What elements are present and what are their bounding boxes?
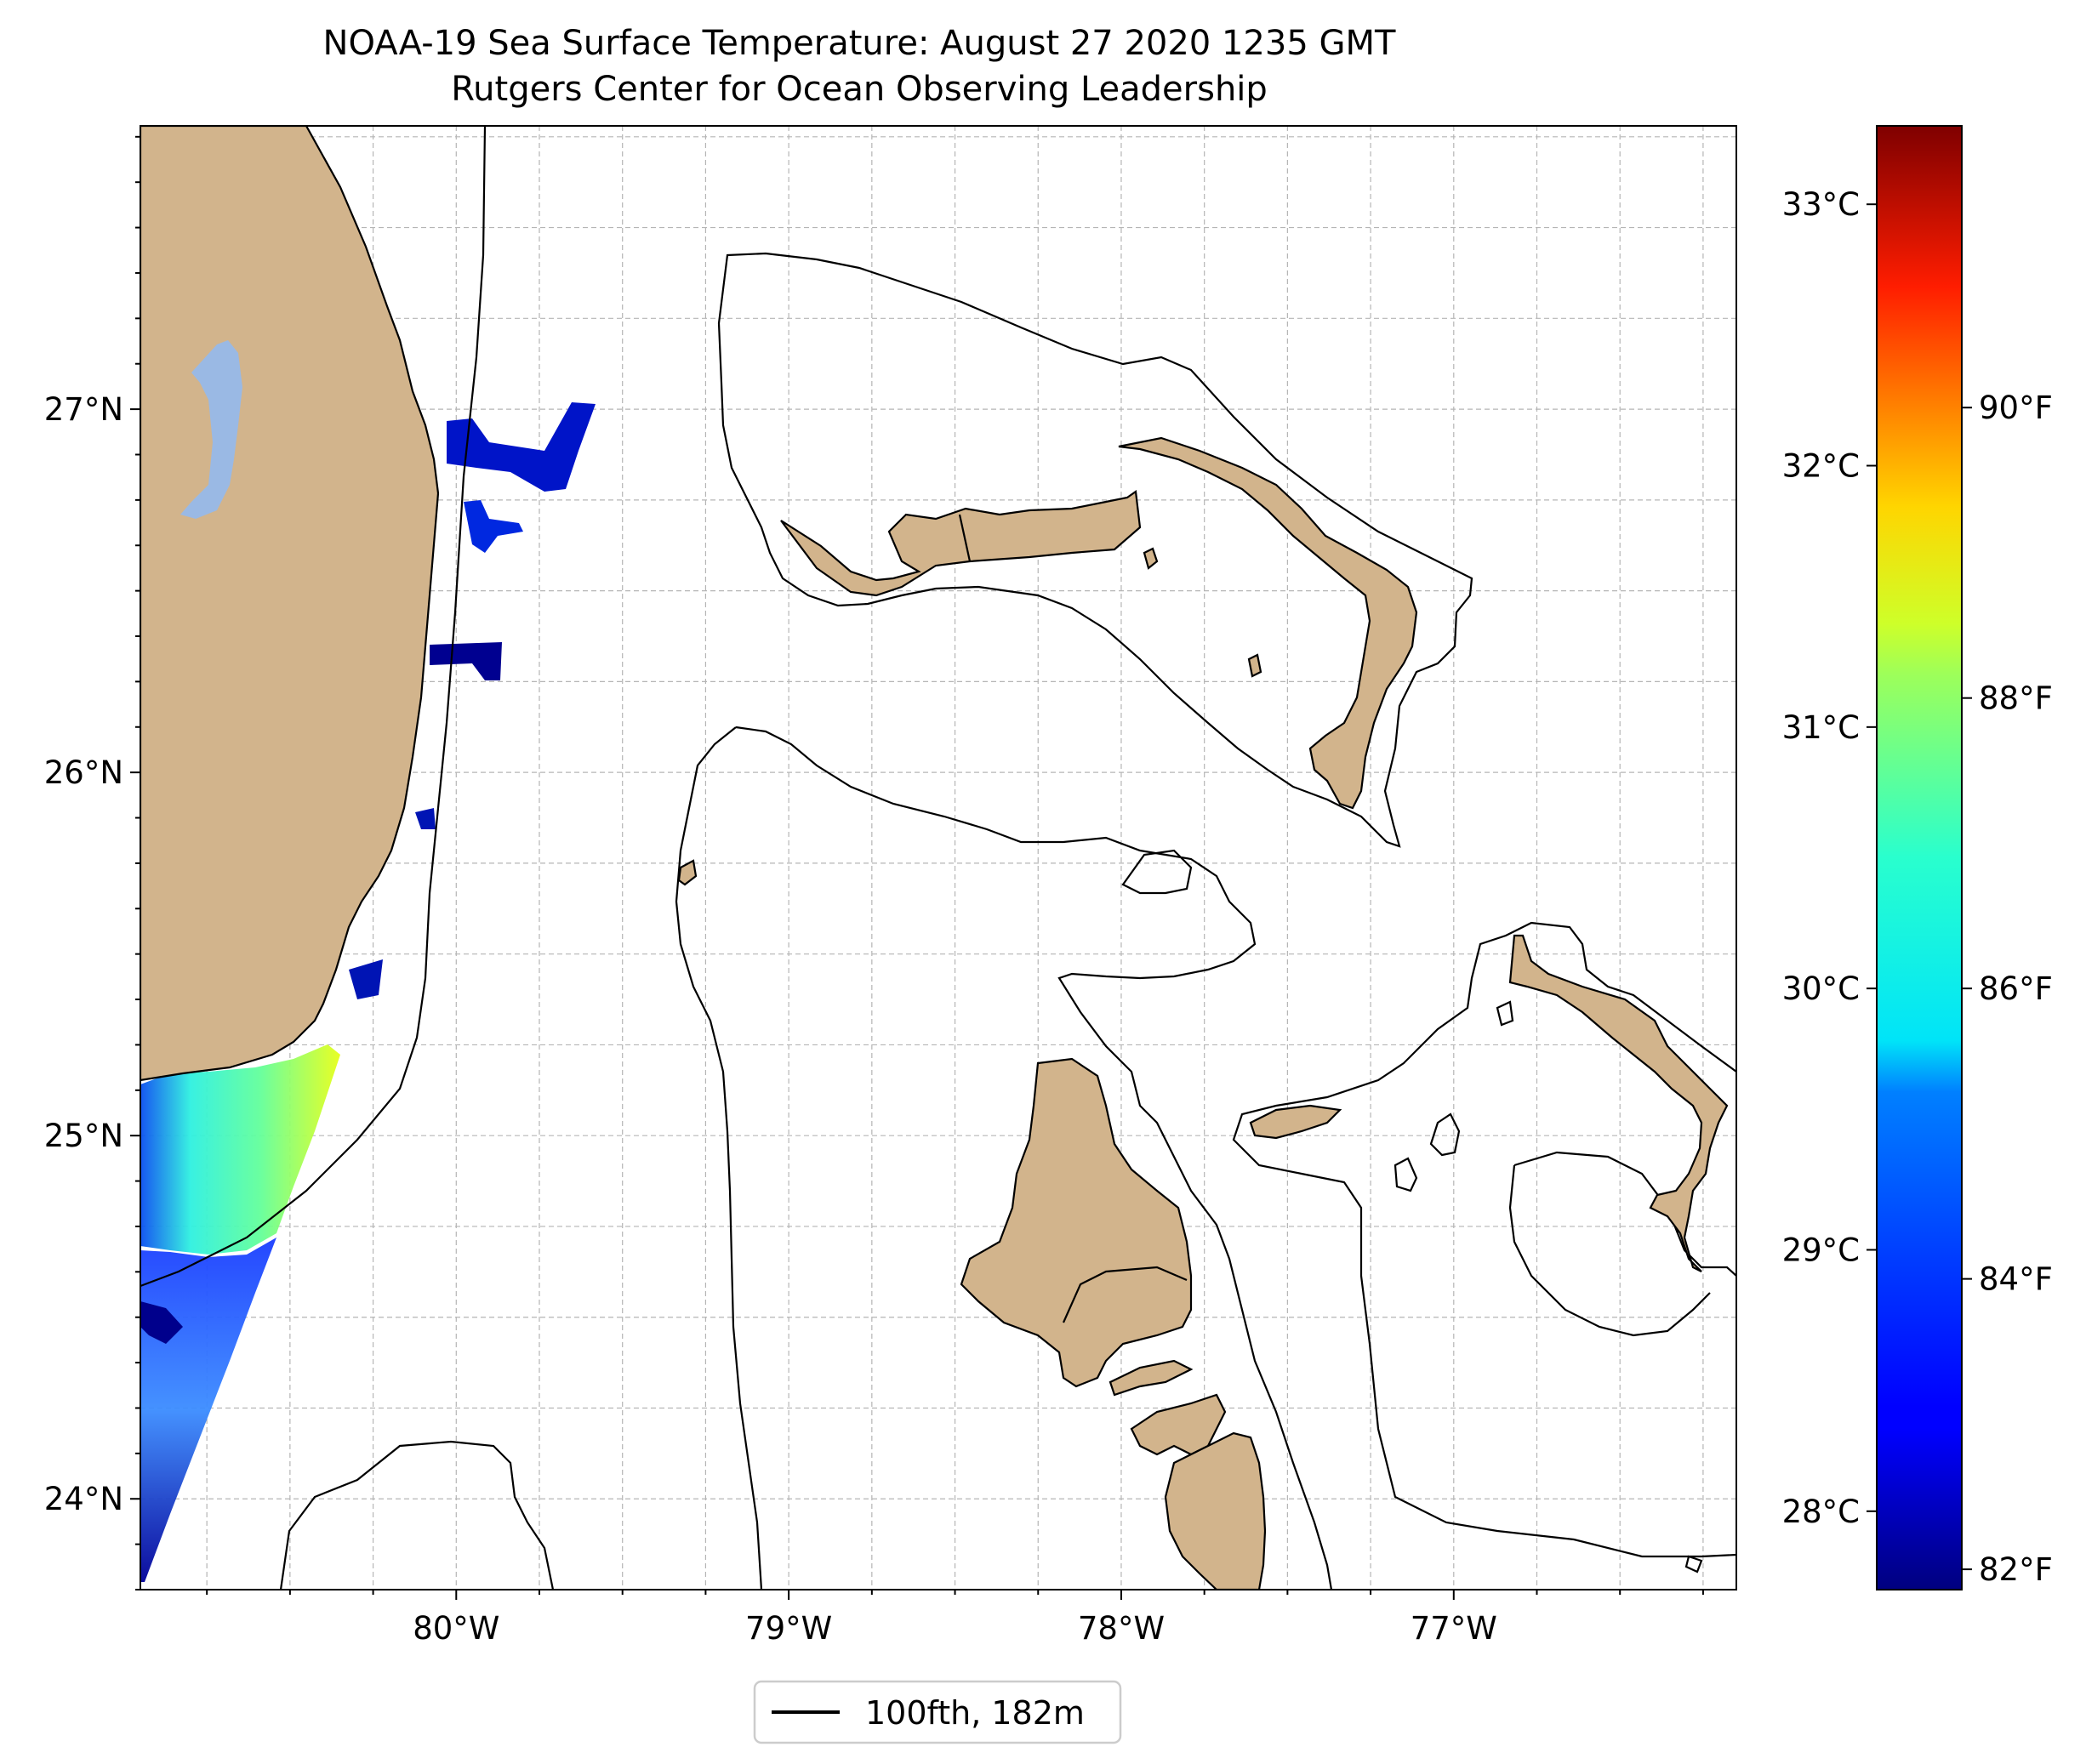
land-abaco [1118, 436, 1418, 810]
contour-little-bahama-bank [717, 252, 1473, 848]
map-frame [140, 125, 1737, 1590]
contour-small-2 [1394, 1157, 1418, 1192]
sst-patch-5 [349, 959, 383, 999]
map-panel: 80°W 79°W 78°W 77°W 27°N 26°N 25°N 24°N [44, 125, 1737, 1647]
colorbar-frame [1876, 125, 1963, 1590]
contour-cay-sal-channel [675, 726, 763, 1590]
sst-patch-1 [447, 402, 596, 492]
contour-cay-sal-bank [279, 1440, 555, 1590]
celsius-tick-label: 33°C [1782, 186, 1860, 223]
legend-box [753, 1680, 1122, 1744]
celsius-tick-label: 31°C [1782, 709, 1860, 746]
colorbar-ticks: 28°C 29°C 30°C 31°C 32°C 33°C 82°F 84°F 86°F 88°F… [1782, 186, 2053, 1588]
land-andros-south-3 [1164, 1431, 1267, 1590]
andros-internal-lines [958, 514, 1188, 1323]
land-eleuthera [1508, 934, 1729, 1272]
contour-florida-shelf [140, 126, 487, 1288]
fahrenheit-tick-label: 82°F [1979, 1551, 2053, 1588]
celsius-tick-label: 29°C [1782, 1232, 1860, 1268]
sst-patch-6 [140, 1301, 183, 1344]
lat-tick-label: 25°N [44, 1118, 123, 1154]
lon-tick-label: 77°W [1411, 1610, 1497, 1647]
map-subtitle: Rutgers Center for Ocean Observing Leade… [451, 70, 1268, 109]
fahrenheit-tick-label: 90°F [1979, 390, 2053, 426]
land-bimini [677, 859, 698, 886]
sst-patch-2 [464, 500, 523, 553]
contour-great-bahama-east [1232, 921, 1736, 1558]
sst-patch-keys-north [140, 1044, 340, 1255]
lake-okeechobee [180, 340, 242, 519]
contour-small-1 [1429, 1112, 1461, 1157]
contour-exuma-sound-inner [1508, 1164, 1711, 1337]
land-andros-south-1 [1109, 1359, 1194, 1397]
lat-tick-label: 26°N [44, 754, 123, 791]
fahrenheit-tick-label: 84°F [1979, 1261, 2053, 1298]
celsius-tick-label: 32°C [1782, 448, 1860, 485]
legend: 100fth, 182m [753, 1680, 1122, 1744]
lat-tick-label: 24°N [44, 1481, 123, 1517]
lon-tick-label: 80°W [413, 1610, 499, 1647]
colorbar-gradient [1877, 126, 1962, 1590]
sst-swath [140, 373, 596, 1582]
map-ticks: 80°W 79°W 78°W 77°W 27°N 26°N 25°N 24°N [44, 135, 1704, 1647]
land-berry-islands [1143, 547, 1159, 570]
map-title: NOAA-19 Sea Surface Temperature: August … [322, 24, 1396, 63]
fahrenheit-tick-label: 86°F [1979, 970, 2053, 1007]
contour-small-4 [1684, 1555, 1703, 1573]
legend-label: 100fth, 182m [865, 1694, 1085, 1732]
celsius-tick-label: 30°C [1782, 970, 1860, 1007]
colorbar: 28°C 29°C 30°C 31°C 32°C 33°C 82°F 84°F 86°F 88°F… [1782, 125, 2053, 1590]
fahrenheit-tick-label: 88°F [1979, 680, 2053, 717]
land-new-providence [1249, 1104, 1342, 1140]
celsius-tick-label: 28°C [1782, 1494, 1860, 1530]
contour-andros-island-ring [1121, 849, 1193, 895]
lat-tick-label: 27°N [44, 391, 123, 428]
land-grand-bahama [780, 490, 1142, 597]
sst-patch-3 [430, 642, 502, 680]
contour-small-3 [1496, 1000, 1514, 1027]
land-small-cay [1247, 653, 1262, 678]
lon-tick-label: 78°W [1078, 1610, 1165, 1647]
land-andros [960, 1057, 1193, 1388]
sst-patch-4 [415, 808, 436, 829]
contour-great-bahama-bank [735, 726, 1333, 1590]
lon-tick-label: 79°W [745, 1610, 832, 1647]
